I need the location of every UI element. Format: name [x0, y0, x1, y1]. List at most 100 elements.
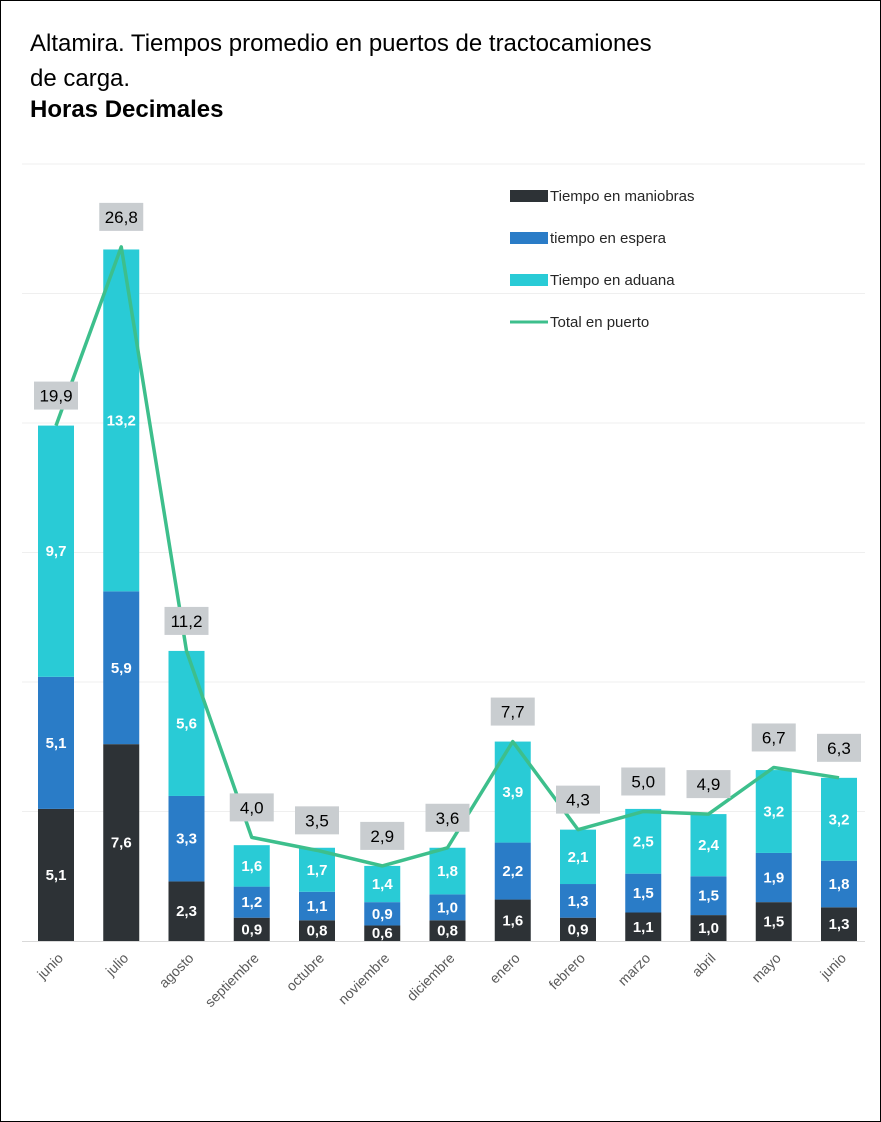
total-value-label: 6,7: [762, 728, 786, 747]
total-label-box: [34, 381, 78, 410]
segment-value-label: 13,2: [107, 412, 136, 429]
x-tick-label: marzo: [615, 950, 654, 989]
segment-value-label: 1,5: [698, 888, 719, 905]
bar-segment: [103, 591, 140, 745]
x-tick-label: julio: [102, 950, 132, 980]
total-label-box: [360, 821, 405, 850]
segment-value-label: 1,2: [241, 894, 262, 911]
segment-value-label: 5,1: [46, 735, 67, 752]
x-tick-label: febrero: [545, 950, 588, 993]
segment-value-label: 5,1: [46, 867, 67, 884]
bar-segment: [429, 847, 466, 895]
bar-segment: [38, 425, 74, 677]
segment-value-label: 1,1: [307, 898, 328, 915]
bar-segment: [233, 845, 270, 887]
total-value-label: 11,2: [171, 612, 203, 631]
total-value-label: 26,8: [105, 208, 138, 227]
x-tick-label: septiembre: [202, 950, 262, 1010]
segment-value-label: 1,0: [698, 920, 719, 937]
total-value-label: 3,6: [436, 809, 460, 828]
legend-label: Tiempo en maniobras: [550, 188, 695, 205]
x-tick-label: noviembre: [335, 950, 393, 1008]
bar-segment: [821, 907, 857, 941]
segment-value-label: 9,7: [46, 543, 67, 560]
bar-segment: [38, 676, 74, 809]
total-label-box: [295, 806, 339, 835]
total-value-label: 4,3: [566, 791, 590, 810]
legend-label: Total en puerto: [550, 314, 649, 331]
segment-value-label: 5,9: [111, 660, 132, 677]
total-value-label: 4,9: [697, 775, 721, 794]
bar-segment: [625, 873, 662, 913]
bar-segment: [103, 744, 140, 941]
chart-subtitle: Horas Decimales: [30, 96, 224, 123]
total-label-box: [229, 793, 274, 822]
bar-segment: [560, 884, 596, 918]
bar-segment: [494, 899, 531, 941]
bar-segment: [429, 920, 466, 941]
segment-value-label: 1,5: [763, 914, 784, 931]
segment-value-label: 0,6: [372, 925, 393, 942]
total-label-box: [817, 733, 861, 762]
bar-segment: [38, 808, 74, 941]
segment-value-label: 0,9: [568, 921, 589, 938]
segment-value-label: 0,9: [372, 906, 393, 923]
bar-segment: [168, 881, 205, 941]
segment-value-label: 0,8: [307, 923, 328, 940]
segment-value-label: 0,9: [241, 921, 262, 938]
segment-value-label: 2,4: [698, 837, 720, 854]
x-tick-label: junio: [33, 950, 66, 983]
x-tick-label: enero: [486, 950, 523, 987]
line-layer: [54, 245, 840, 868]
bar-segment: [429, 894, 466, 921]
chart-title: Altamira. Tiempos promedio en puertos de…: [30, 26, 730, 96]
segment-value-label: 1,4: [372, 876, 394, 893]
segment-value-label: 1,6: [502, 912, 523, 929]
bar-segment: [233, 917, 270, 941]
segment-value-label: 1,5: [633, 885, 654, 902]
bar-segment: [168, 795, 205, 882]
segment-value-label: 0,8: [437, 923, 458, 940]
bar-segment: [364, 902, 401, 926]
bar-segment: [364, 865, 401, 903]
bar-segment: [821, 860, 857, 908]
total-label-box: [686, 770, 731, 799]
legend: Tiempo en maniobras tiempo en espera Tiemp…: [510, 188, 695, 331]
total-value-label: 5,0: [631, 773, 655, 792]
segment-value-label: 1,0: [437, 899, 458, 916]
total-value-label: 4,0: [240, 798, 264, 817]
total-label-box: [556, 785, 600, 814]
segment-value-label: 1,7: [307, 862, 328, 879]
grid-layer: [22, 163, 865, 812]
bar-layer: [38, 249, 857, 941]
segment-value-label: 1,3: [829, 916, 850, 933]
bar-segment: [755, 902, 792, 941]
legend-label: tiempo en espera: [550, 230, 667, 247]
x-tick-label: abril: [689, 950, 719, 980]
segment-value-label: 1,6: [241, 858, 262, 875]
segment-value-label: 2,3: [176, 903, 197, 920]
total-label-box: [164, 606, 209, 635]
segment-value-label: 1,8: [437, 863, 458, 880]
bar-segment: [168, 650, 205, 796]
x-tick-label: octubre: [283, 950, 327, 994]
bar-segment: [690, 915, 727, 941]
legend-swatch: [510, 190, 548, 202]
segment-value-label: 3,3: [176, 831, 197, 848]
segment-value-label: 1,8: [829, 876, 850, 893]
total-value-label: 7,7: [501, 703, 525, 722]
x-tick-label: mayo: [748, 950, 784, 986]
chart-title-line-2: de carga.: [30, 65, 131, 92]
legend-swatch: [510, 274, 548, 286]
bar-segment: [821, 777, 857, 861]
bar-segment: [233, 886, 270, 918]
bar-segment: [299, 891, 335, 921]
x-tick-label: junio: [816, 950, 849, 983]
bar-segment: [690, 876, 727, 916]
bar-segment: [299, 847, 335, 892]
bar-segment: [755, 770, 792, 853]
segment-value-label: 1,9: [763, 870, 784, 887]
bar-segment: [755, 852, 792, 903]
total-line: [54, 245, 840, 868]
bar-segment: [625, 808, 662, 874]
